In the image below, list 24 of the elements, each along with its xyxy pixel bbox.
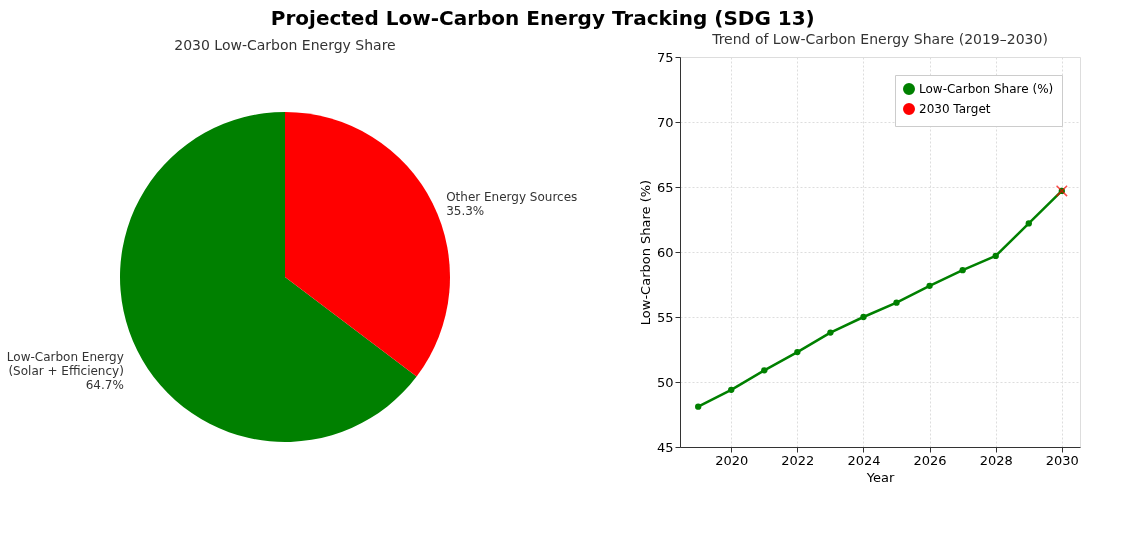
y-tick-label: 50 [656, 374, 674, 390]
x-tick-label: 2020 [715, 452, 749, 468]
slice-label: Other Energy Sources [446, 189, 578, 204]
data-label: 35.3% [446, 203, 485, 218]
y-tick-label: 60 [656, 244, 674, 260]
legend-label: 2030 Target [919, 102, 991, 116]
chart-title: 2030 Low-Carbon Energy Share [174, 37, 396, 53]
chart-title: Trend of Low-Carbon Energy Share (2019–2030) [711, 31, 1048, 47]
text: Projected Low-Carbon Energy Tracking (SDG 13) [270, 5, 815, 30]
x-tick-label: 2024 [847, 452, 881, 468]
y-tick-label: 70 [656, 114, 674, 130]
x-tick-label: 2028 [979, 452, 1013, 468]
y-axis-title: Low-Carbon Share (%) [637, 179, 653, 326]
x-axis-title: Year [865, 469, 895, 485]
data-label: 64.7% [85, 378, 124, 393]
legend-label: Low-Carbon Share (%) [919, 82, 1054, 96]
y-tick-label: 55 [656, 309, 674, 325]
y-tick-label: 45 [656, 439, 674, 455]
x-tick-label: 2022 [781, 452, 815, 468]
slice-label: Low-Carbon Energy (Solar + Efficiency) [6, 350, 124, 379]
y-tick-label: 75 [656, 49, 674, 65]
x-tick-label: 2030 [1045, 452, 1079, 468]
y-tick-label: 65 [656, 179, 674, 195]
x-tick-label: 2026 [913, 452, 947, 468]
